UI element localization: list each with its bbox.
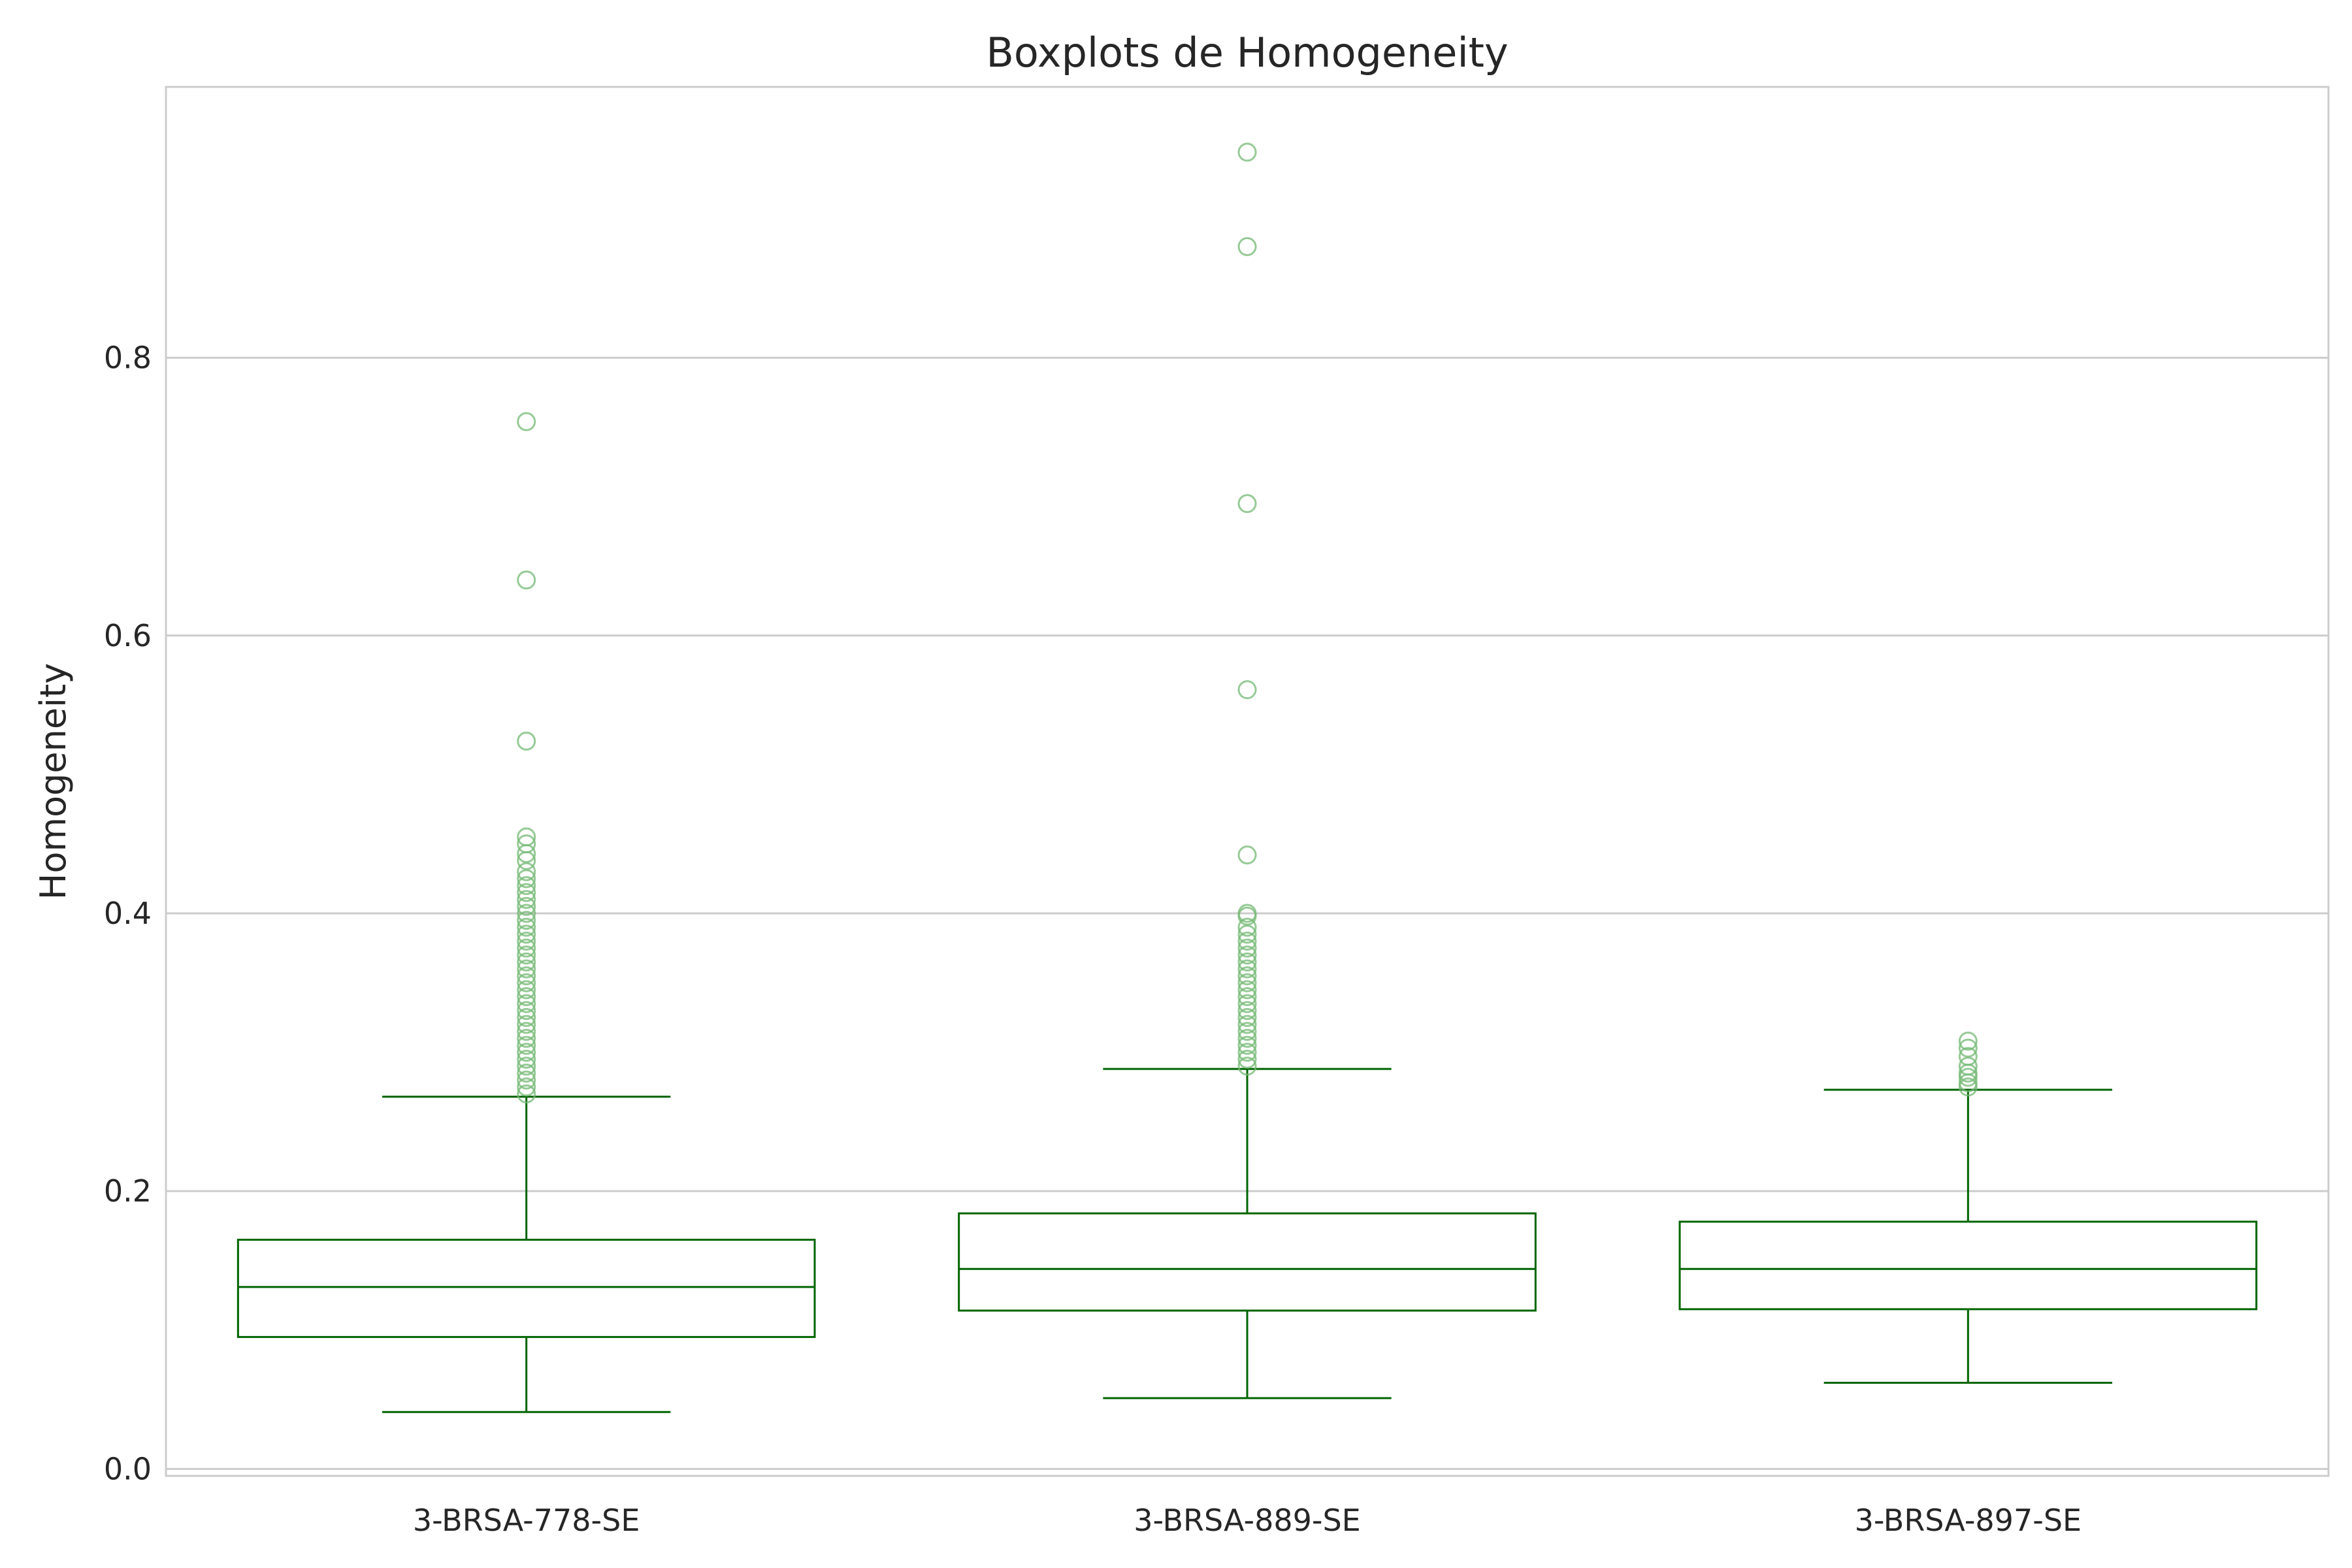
outlier-point	[1237, 494, 1257, 514]
outlier-point	[1237, 917, 1257, 937]
boxplots	[237, 142, 2258, 1413]
outlier-point	[517, 1022, 536, 1041]
y-axis-label: Homogeneity	[33, 663, 74, 900]
outlier-point	[517, 911, 536, 930]
outlier-point	[517, 1070, 536, 1090]
iqr-box	[1678, 1220, 2258, 1311]
outlier-point	[517, 959, 536, 979]
outlier-point	[1237, 924, 1257, 944]
outlier-point	[1237, 1049, 1257, 1069]
y-tick-label: 0.0	[104, 1451, 152, 1486]
outlier-point	[517, 924, 536, 944]
outlier-point	[517, 1001, 536, 1021]
outlier-point	[1237, 142, 1257, 162]
outlier-point	[517, 869, 536, 889]
outlier-point	[517, 973, 536, 992]
outlier-point	[517, 844, 536, 864]
outlier-point	[1958, 1032, 1978, 1051]
iqr-box	[237, 1239, 816, 1338]
x-tick-label: 3-BRSA-897-SE	[1855, 1503, 2082, 1538]
x-tick-label: 3-BRSA-889-SE	[1134, 1503, 1361, 1538]
outlier-point	[517, 987, 536, 1007]
outlier-point	[517, 1015, 536, 1034]
outlier-point	[1237, 980, 1257, 1000]
outlier-point	[517, 966, 536, 986]
outlier-point	[1237, 994, 1257, 1013]
outlier-point	[517, 896, 536, 916]
outlier-point	[1237, 1036, 1257, 1055]
outlier-point	[1237, 952, 1257, 972]
outlier-point	[1237, 680, 1257, 700]
outlier-point	[1237, 931, 1257, 951]
outlier-point	[1237, 945, 1257, 965]
outlier-point	[1237, 906, 1257, 926]
outlier-point	[517, 862, 536, 881]
outlier-point	[1237, 1056, 1257, 1076]
outlier-point	[517, 904, 536, 923]
outlier-point	[517, 412, 536, 431]
box-group-3	[1678, 1032, 2258, 1384]
outlier-point	[517, 994, 536, 1013]
outlier-point	[517, 1036, 536, 1055]
plot-background	[166, 87, 2328, 1476]
outlier-point	[1237, 1043, 1257, 1062]
y-tick-label: 0.8	[104, 340, 152, 376]
outlier-point	[1237, 938, 1257, 958]
y-tick-label: 0.4	[104, 896, 152, 931]
outlier-point	[517, 890, 536, 909]
outlier-point	[1237, 1001, 1257, 1021]
outlier-point	[517, 917, 536, 937]
outlier-point	[1237, 1015, 1257, 1034]
outlier-point	[517, 1056, 536, 1076]
outlier-point	[517, 1049, 536, 1069]
outlier-point	[1958, 1068, 1978, 1087]
outlier-point	[517, 938, 536, 958]
outlier-point	[1237, 237, 1257, 256]
outlier-point	[517, 980, 536, 1000]
outlier-point	[517, 570, 536, 590]
outlier-point	[1237, 1028, 1257, 1048]
outlier-point	[1237, 1022, 1257, 1041]
outlier-point	[1958, 1077, 1978, 1097]
y-tick-labels: 0.0 0.2 0.4 0.6 0.8	[104, 340, 152, 1487]
y-tick-label: 0.6	[104, 618, 152, 653]
box-group-1	[237, 412, 816, 1413]
outlier-point	[517, 1028, 536, 1048]
outlier-point	[1237, 1007, 1257, 1027]
x-tick-label: 3-BRSA-778-SE	[413, 1503, 640, 1538]
outlier-point	[517, 875, 536, 895]
outlier-point	[517, 883, 536, 902]
outlier-point	[517, 1077, 536, 1097]
plot-frame	[165, 86, 2330, 1477]
outlier-point	[517, 1063, 536, 1083]
iqr-box	[958, 1212, 1537, 1312]
outlier-point	[517, 1007, 536, 1027]
outlier-point	[517, 945, 536, 965]
outlier-point	[517, 851, 536, 870]
outlier-point	[1237, 959, 1257, 979]
outlier-point	[1237, 973, 1257, 992]
outlier-point	[1237, 966, 1257, 986]
outlier-point	[1237, 845, 1257, 865]
outlier-point	[517, 1043, 536, 1062]
outlier-point	[517, 731, 536, 751]
y-tick-label: 0.2	[104, 1173, 152, 1209]
outlier-point	[1237, 987, 1257, 1007]
box-group-2	[958, 142, 1537, 1399]
chart-title: Boxplots de Homogeneity	[986, 29, 1508, 76]
x-tick-labels: 3-BRSA-778-SE 3-BRSA-889-SE 3-BRSA-897-SE	[413, 1503, 2082, 1538]
outlier-point	[517, 952, 536, 972]
outlier-point	[517, 931, 536, 951]
outlier-point	[517, 1084, 536, 1103]
outlier-point	[1958, 1038, 1978, 1058]
